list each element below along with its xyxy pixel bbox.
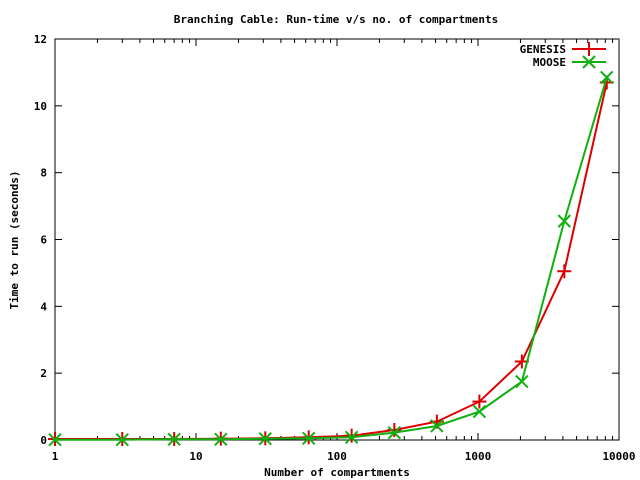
data-point	[515, 374, 529, 389]
axis-ticks: 0 2 4 6 8 10 12 1 10 100 1000 10000	[34, 33, 636, 463]
cross-marker	[430, 419, 444, 433]
y-tick-label: 2	[40, 367, 47, 380]
data-point	[115, 432, 129, 447]
x-axis-label: Number of compartments	[264, 466, 410, 479]
series-line	[55, 77, 608, 441]
series-moose	[48, 70, 614, 447]
cross-marker	[387, 425, 402, 440]
cross-marker	[48, 432, 62, 447]
legend-label: GENESIS	[520, 43, 566, 56]
cross-marker	[515, 374, 529, 389]
y-tick-label: 4	[40, 300, 47, 313]
cross-marker	[582, 55, 596, 69]
series-layer	[48, 70, 614, 447]
data-point	[167, 432, 181, 447]
x-tick-label: 1	[52, 450, 59, 463]
cross-marker	[600, 70, 614, 85]
cross-marker	[344, 430, 359, 445]
y-tick-label: 10	[34, 100, 47, 113]
data-point	[600, 70, 614, 85]
data-point	[258, 431, 272, 446]
data-point	[344, 430, 359, 445]
y-tick-label: 6	[40, 234, 47, 247]
data-point	[557, 214, 572, 228]
cross-marker	[301, 431, 316, 446]
y-tick-label: 0	[40, 434, 47, 447]
series-line	[55, 82, 608, 440]
x-tick-label: 10000	[602, 450, 635, 463]
data-point	[472, 404, 487, 419]
data-point	[387, 422, 402, 437]
legend-label: MOOSE	[533, 56, 566, 69]
y-tick-label: 8	[40, 167, 47, 180]
data-point	[301, 431, 316, 446]
data-point	[344, 428, 359, 443]
data-point	[430, 419, 444, 433]
x-tick-label: 1000	[465, 450, 492, 463]
cross-marker	[214, 432, 228, 447]
data-point	[48, 432, 62, 447]
y-axis-label: Time to run (seconds)	[8, 170, 21, 309]
plot-area-frame	[54, 38, 620, 441]
x-tick-label: 100	[327, 450, 347, 463]
x-tick-label: 10	[189, 450, 202, 463]
data-point	[557, 264, 572, 279]
y-tick-label: 12	[34, 33, 47, 46]
data-point	[387, 425, 402, 440]
cross-marker	[167, 432, 181, 447]
cross-marker	[258, 431, 272, 446]
data-point	[214, 432, 228, 447]
data-point	[472, 394, 487, 409]
series-genesis	[48, 75, 614, 446]
cross-marker	[557, 214, 572, 228]
cross-marker	[472, 404, 487, 419]
cross-marker	[115, 432, 129, 447]
chart-title: Branching Cable: Run-time v/s no. of com…	[174, 13, 499, 26]
